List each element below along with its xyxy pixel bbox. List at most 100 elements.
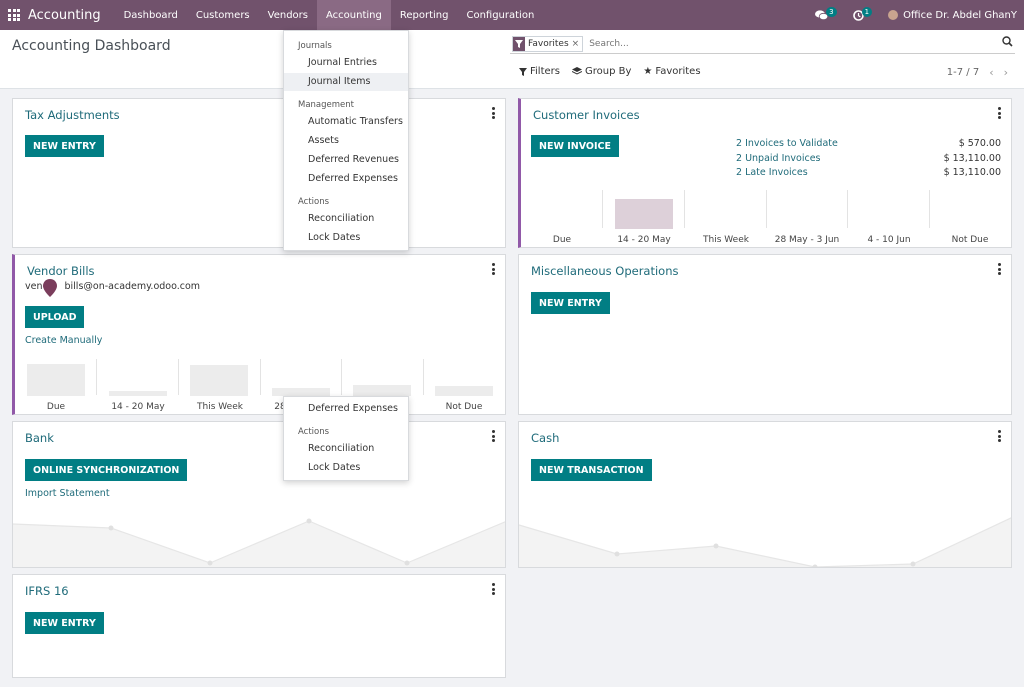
- stat-row[interactable]: 2 Unpaid Invoices $ 13,110.00: [736, 153, 1001, 164]
- search-bar: Favorites ×: [510, 34, 1015, 54]
- graph-bar[interactable]: [272, 388, 330, 396]
- card-tax-adjustments: Tax Adjustments NEW ENTRY: [12, 98, 506, 248]
- graph-label: This Week: [703, 235, 749, 245]
- facet-remove-icon[interactable]: ×: [571, 38, 580, 49]
- nav-customers[interactable]: Customers: [195, 9, 250, 21]
- invoices-bar-graph[interactable]: Due 14 - 20 May This Week 28 May - 3 Jun…: [521, 187, 1011, 247]
- graph-divider: [423, 359, 424, 395]
- card-title[interactable]: Vendor Bills: [27, 264, 95, 278]
- favorites-button[interactable]: ★ Favorites: [643, 66, 700, 77]
- pager-previous-icon[interactable]: ‹: [989, 66, 994, 79]
- user-menu[interactable]: Office Dr. Abdel GhanY: [888, 10, 1017, 21]
- upload-button[interactable]: UPLOAD: [25, 306, 85, 328]
- card-menu-icon[interactable]: [998, 430, 1001, 442]
- graph-bar[interactable]: [109, 391, 167, 396]
- new-entry-button[interactable]: NEW ENTRY: [25, 612, 104, 634]
- card-menu-icon[interactable]: [492, 107, 495, 119]
- card-menu-icon[interactable]: [492, 263, 495, 275]
- messages-button[interactable]: 3: [815, 7, 838, 21]
- nav-accounting[interactable]: Accounting: [317, 0, 391, 30]
- pager: 1-7 / 7 ‹ ›: [947, 66, 1008, 79]
- app-brand[interactable]: Accounting: [28, 7, 101, 23]
- cursor-marker-icon: [43, 279, 57, 297]
- menu-item-journal-items[interactable]: Journal Items: [284, 73, 408, 91]
- activities-button[interactable]: 1: [852, 7, 874, 21]
- graph-label: Not Due: [951, 235, 989, 245]
- card-menu-icon[interactable]: [998, 107, 1001, 119]
- accounting-dropdown-menu: Journals Journal Entries Journal Items M…: [283, 30, 409, 251]
- nav-dashboard[interactable]: Dashboard: [123, 9, 178, 21]
- graph-bar[interactable]: [435, 386, 493, 396]
- menu-item-deferred-expenses[interactable]: Deferred Expenses: [308, 403, 398, 414]
- nav-vendors[interactable]: Vendors: [267, 9, 308, 21]
- graph-divider: [341, 359, 342, 395]
- menu-item-journal-entries[interactable]: Journal Entries: [308, 57, 377, 68]
- graph-bar[interactable]: [27, 364, 85, 396]
- menu-item-deferred-revenues[interactable]: Deferred Revenues: [308, 154, 400, 165]
- menu-item-assets[interactable]: Assets: [308, 135, 339, 146]
- menu-section-header: Management: [298, 100, 354, 110]
- nav-reporting[interactable]: Reporting: [399, 9, 449, 21]
- menu-item-deferred-expenses[interactable]: Deferred Expenses: [308, 173, 398, 184]
- graph-divider: [847, 190, 848, 228]
- stat-value: $ 13,110.00: [943, 167, 1001, 178]
- apps-menu-icon[interactable]: [0, 0, 28, 30]
- vendor-bills-email: ven bills@on-academy.odoo.com: [25, 281, 200, 292]
- card-bank: Bank ONLINE SYNCHRONIZATION Import State…: [12, 421, 506, 568]
- menu-section-header: Actions: [298, 197, 330, 207]
- favorites-label: Favorites: [655, 66, 701, 77]
- star-icon: ★: [643, 66, 653, 77]
- card-title[interactable]: Cash: [531, 431, 560, 445]
- card-title[interactable]: Miscellaneous Operations: [531, 264, 679, 278]
- nav-configuration[interactable]: Configuration: [466, 9, 535, 21]
- cash-balance-graph[interactable]: [519, 512, 1012, 568]
- stat-label[interactable]: 2 Late Invoices: [736, 167, 808, 178]
- user-name: Office Dr. Abdel GhanY: [903, 9, 1017, 21]
- card-title[interactable]: IFRS 16: [25, 584, 69, 598]
- menu-item-automatic-transfers[interactable]: Automatic Transfers: [308, 116, 403, 127]
- card-ifrs-16: IFRS 16 NEW ENTRY: [12, 574, 506, 678]
- import-statement-link[interactable]: Import Statement: [25, 488, 110, 499]
- stat-row[interactable]: 2 Invoices to Validate $ 570.00: [736, 138, 1001, 149]
- card-cash: Cash NEW TRANSACTION: [518, 421, 1012, 568]
- search-facet[interactable]: Favorites ×: [512, 35, 584, 52]
- graph-bar[interactable]: [615, 199, 673, 229]
- search-icon[interactable]: [1002, 36, 1013, 50]
- graph-label: Due: [46, 402, 66, 412]
- groupby-button[interactable]: Group By: [571, 66, 631, 77]
- new-invoice-button[interactable]: NEW INVOICE: [531, 135, 619, 157]
- menu-item-reconciliation[interactable]: Reconciliation: [308, 443, 375, 454]
- filters-button[interactable]: Filters: [519, 66, 560, 77]
- card-menu-icon[interactable]: [998, 263, 1001, 275]
- graph-bar[interactable]: [190, 365, 248, 396]
- card-title[interactable]: Tax Adjustments: [25, 108, 120, 122]
- card-title[interactable]: Bank: [25, 431, 54, 445]
- card-title[interactable]: Customer Invoices: [533, 108, 640, 122]
- graph-label: Due: [552, 235, 572, 245]
- online-synchronization-button[interactable]: ONLINE SYNCHRONIZATION: [25, 459, 188, 481]
- graph-divider: [178, 359, 179, 395]
- card-menu-icon[interactable]: [492, 583, 495, 595]
- control-panel: Accounting Dashboard Favorites × Filters…: [0, 30, 1024, 89]
- card-menu-icon[interactable]: [492, 430, 495, 442]
- stat-row[interactable]: 2 Late Invoices $ 13,110.00: [736, 167, 1001, 178]
- new-transaction-button[interactable]: NEW TRANSACTION: [531, 459, 652, 481]
- email-suffix: bills@on-academy.odoo.com: [64, 281, 201, 292]
- menu-section-header: Journals: [298, 41, 332, 51]
- menu-item-lock-dates[interactable]: Lock Dates: [308, 462, 361, 473]
- pager-next-icon[interactable]: ›: [1003, 66, 1008, 79]
- menu-item-lock-dates[interactable]: Lock Dates: [308, 232, 361, 243]
- stat-label[interactable]: 2 Unpaid Invoices: [736, 153, 821, 164]
- new-entry-button[interactable]: NEW ENTRY: [531, 292, 610, 314]
- search-input[interactable]: [589, 38, 970, 49]
- graph-bar[interactable]: [353, 385, 411, 396]
- new-entry-button[interactable]: NEW ENTRY: [25, 135, 104, 157]
- stat-label[interactable]: 2 Invoices to Validate: [736, 138, 838, 149]
- create-manually-link[interactable]: Create Manually: [25, 335, 103, 346]
- pager-value[interactable]: 1-7 / 7: [946, 67, 980, 78]
- facet-label: Favorites: [528, 38, 569, 49]
- bank-balance-graph[interactable]: [13, 512, 506, 568]
- graph-label: 4 - 10 Jun: [867, 235, 911, 245]
- menu-item-reconciliation[interactable]: Reconciliation: [308, 213, 375, 224]
- bills-bar-graph[interactable]: Due 14 - 20 May This Week 28 Not Due: [15, 354, 505, 414]
